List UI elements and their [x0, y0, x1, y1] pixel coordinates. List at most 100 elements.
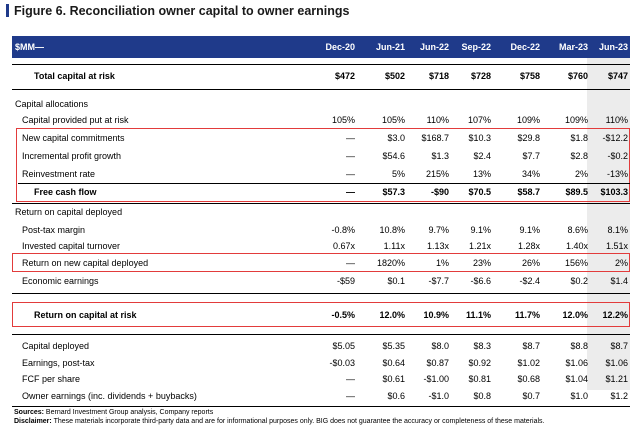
sources-label: Sources:	[14, 409, 44, 416]
row-label: Incremental profit growth	[22, 151, 122, 161]
row-label: Post-tax margin	[22, 225, 86, 235]
cell: 34%	[521, 169, 540, 179]
cell: 12.0%	[562, 310, 588, 320]
cell: 1.13x	[426, 241, 449, 251]
cell: $728	[470, 71, 491, 81]
cell: $70.5	[468, 187, 491, 197]
table-row-fcf: Free cash flow — $57.3 -$90 $70.5 $58.7 …	[12, 184, 630, 200]
table-row-capital-provided: Capital provided put at risk 105% 105% 1…	[12, 112, 630, 128]
table-row-incremental-profit: Incremental profit growth — $54.6 $1.3 $…	[12, 148, 630, 164]
section-label: Return on capital deployed	[15, 207, 123, 217]
cell: $0.81	[468, 374, 491, 384]
row-label: Economic earnings	[22, 276, 99, 286]
cell: —	[346, 258, 355, 268]
row-label: Return on new capital deployed	[22, 258, 149, 268]
table-row-new-capital: New capital commitments — $3.0 $168.7 $1…	[12, 130, 630, 146]
table-row-total-capital: Total capital at risk $472 $502 $718 $72…	[12, 68, 630, 84]
disclaimer-text: These materials incorporate third-party …	[53, 418, 545, 425]
col-header: Jun-21	[375, 42, 405, 52]
sources-note: Sources: Bernard Investment Group analys…	[14, 408, 213, 417]
row-label: Capital provided put at risk	[22, 115, 129, 125]
cell: $0.92	[468, 358, 491, 368]
cell: $1.02	[517, 358, 540, 368]
cell: $0.1	[387, 276, 405, 286]
cell: $8.8	[570, 341, 588, 351]
cell: 8.6%	[567, 225, 588, 235]
cell: $168.7	[421, 133, 449, 143]
cell: $0.61	[382, 374, 405, 384]
cell: $10.3	[468, 133, 491, 143]
cell: $57.3	[382, 187, 405, 197]
section-heading-rocd: Return on capital deployed	[12, 204, 630, 220]
cell: 2%	[614, 258, 628, 268]
cell: $760	[567, 71, 588, 81]
table-row-reinvestment: Reinvestment rate — 5% 215% 13% 34% 2% -…	[12, 166, 630, 182]
cell: $502	[384, 71, 405, 81]
cell: $7.7	[522, 151, 540, 161]
table-header-bar	[12, 36, 630, 58]
divider	[12, 334, 630, 335]
cell: -$2.4	[519, 276, 540, 286]
divider	[18, 183, 630, 184]
cell: —	[346, 391, 355, 401]
cell: -13%	[606, 169, 628, 179]
col-header: Jun-23	[598, 42, 628, 52]
row-label: New capital commitments	[22, 133, 125, 143]
table-row-post-tax: Post-tax margin -0.8% 10.8% 9.7% 9.1% 9.…	[12, 222, 630, 238]
row-label: Capital deployed	[22, 341, 90, 351]
cell: 109%	[564, 115, 588, 125]
units-label: $MM—	[15, 42, 44, 52]
table-row-ronc: Return on new capital deployed — 1820% 1…	[12, 255, 630, 271]
cell: 1.51x	[605, 241, 628, 251]
cell: $1.2	[610, 391, 628, 401]
cell: $0.68	[517, 374, 540, 384]
row-label: Total capital at risk	[34, 71, 115, 81]
cell: -$12.2	[602, 133, 628, 143]
cell: 1.21x	[468, 241, 491, 251]
cell: —	[346, 169, 355, 179]
cell: 156%	[564, 258, 588, 268]
cell: 109%	[516, 115, 540, 125]
cell: —	[346, 133, 355, 143]
table-row-rocar: Return on capital at risk -0.5% 12.0% 10…	[12, 307, 630, 323]
cell: $0.2	[570, 276, 588, 286]
col-header: Dec-22	[510, 42, 540, 52]
cell: $8.7	[522, 341, 540, 351]
cell: 1.40x	[565, 241, 588, 251]
cell: -$0.03	[329, 358, 355, 368]
divider	[12, 89, 630, 90]
cell: -0.5%	[331, 310, 355, 320]
cell: 110%	[426, 115, 449, 125]
cell: 1%	[435, 258, 449, 268]
cell: $0.8	[473, 391, 491, 401]
table-row-economic-earnings: Economic earnings -$59 $0.1 -$7.7 -$6.6 …	[12, 273, 630, 289]
cell: $54.6	[382, 151, 405, 161]
title-text: Figure 6. Reconciliation owner capital t…	[14, 4, 350, 18]
cell: —	[346, 187, 355, 197]
cell: 1820%	[376, 258, 405, 268]
cell: 105%	[331, 115, 355, 125]
cell: $103.3	[600, 187, 628, 197]
section-heading-allocations: Capital allocations	[12, 96, 630, 112]
cell: —	[346, 374, 355, 384]
table-row-earnings-post-tax: Earnings, post-tax -$0.03 $0.64 $0.87 $0…	[12, 355, 630, 371]
cell: 107%	[467, 115, 491, 125]
cell: $1.21	[605, 374, 628, 384]
divider	[12, 203, 630, 204]
divider	[12, 293, 630, 294]
divider	[12, 64, 630, 65]
title-accent-bar	[6, 4, 9, 18]
cell: 1.28x	[517, 241, 540, 251]
table-row-capital-deployed: Capital deployed $5.05 $5.35 $8.0 $8.3 $…	[12, 338, 630, 354]
cell: $1.0	[570, 391, 588, 401]
cell: 9.7%	[428, 225, 449, 235]
cell: 105%	[381, 115, 405, 125]
highlight-box-allocations	[16, 128, 630, 202]
cell: 5%	[391, 169, 405, 179]
cell: 23%	[472, 258, 491, 268]
cell: 215%	[425, 169, 449, 179]
cell: 12.0%	[379, 310, 405, 320]
col-header: Mar-23	[558, 42, 588, 52]
cell: -$59	[336, 276, 355, 286]
cell: 10.8%	[379, 225, 405, 235]
